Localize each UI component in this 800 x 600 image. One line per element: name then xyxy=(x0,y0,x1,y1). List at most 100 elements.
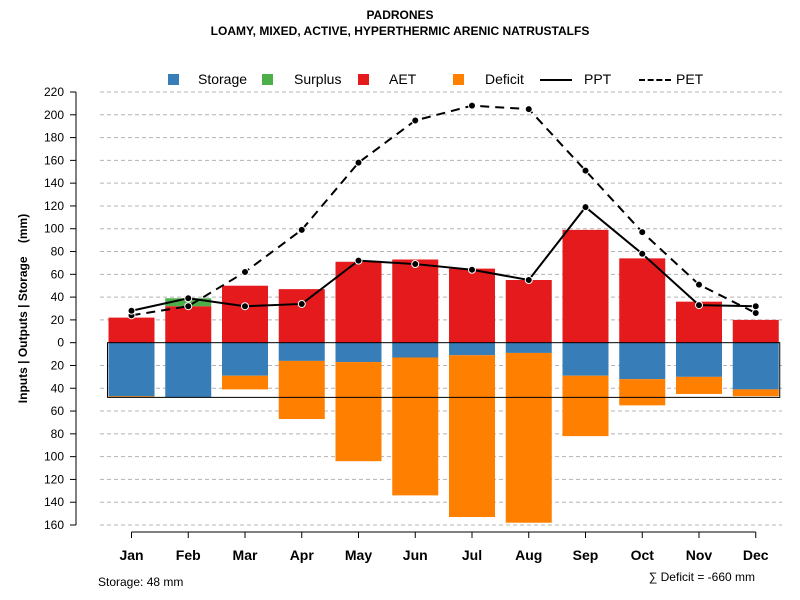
ppt-point-jan xyxy=(127,306,136,315)
y-tick-label: 100 xyxy=(44,450,64,464)
y-tick-label: 160 xyxy=(44,518,64,532)
pet-point-jul xyxy=(468,101,476,110)
ppt-point-feb xyxy=(184,294,193,303)
aet-bar-jul xyxy=(449,268,495,343)
legend-label-surplus: Surplus xyxy=(294,71,342,87)
y-tick-label: 200 xyxy=(44,108,64,122)
chart-title: PADRONES xyxy=(366,8,434,22)
deficit-note: ∑ Deficit = -660 mm xyxy=(648,570,755,584)
storage-bar-jul xyxy=(449,342,495,356)
legend-label-aet: AET xyxy=(389,71,417,87)
gridlines xyxy=(100,91,782,526)
deficit-bar-jul xyxy=(449,355,495,518)
aet-bar-apr xyxy=(278,289,325,343)
x-tick-label: Feb xyxy=(176,547,201,563)
legend-line-pet xyxy=(639,79,671,81)
deficit-bar-aug xyxy=(505,352,552,523)
storage-frame xyxy=(107,342,781,398)
pet-point-may xyxy=(354,158,363,167)
deficit-bar-may xyxy=(335,362,382,462)
ppt-point-jul xyxy=(468,265,476,274)
aet-bar-jun xyxy=(392,259,439,343)
aet-bar-dec xyxy=(732,319,779,343)
x-tick-label: Mar xyxy=(233,547,258,563)
ppt-point-jun xyxy=(411,260,420,269)
aet-bar-oct xyxy=(619,258,666,343)
deficit-bar-jan xyxy=(108,396,155,398)
legend-label-ppt: PPT xyxy=(584,71,612,87)
storage-bar-sep xyxy=(562,342,609,376)
pet-point-oct xyxy=(638,228,647,237)
legend-line-ppt xyxy=(540,79,572,81)
pet-point-feb xyxy=(184,302,193,311)
deficit-bar-jun xyxy=(392,357,439,496)
x-tick-label: Apr xyxy=(290,547,315,563)
deficit-bar-oct xyxy=(619,379,666,406)
pet-point-nov xyxy=(695,280,703,289)
y-axis: 2202001801601401201008060402002040608010… xyxy=(44,85,77,532)
pet-point-aug xyxy=(524,105,533,114)
deficit-bar-dec xyxy=(732,389,779,397)
aet-bar-may xyxy=(335,261,382,343)
y-tick-label: 20 xyxy=(51,358,65,372)
ppt-line xyxy=(131,205,756,312)
y-tick-label: 40 xyxy=(51,381,65,395)
legend-label-deficit: Deficit xyxy=(485,71,524,87)
x-tick-label: Jun xyxy=(403,547,428,563)
pet-point-dec xyxy=(751,309,760,318)
x-tick-label: Jan xyxy=(119,547,143,563)
storage-bar-mar xyxy=(222,342,268,376)
legend-swatch-storage xyxy=(168,74,179,85)
y-tick-label: 160 xyxy=(44,153,64,167)
aet-bar-aug xyxy=(505,280,552,343)
x-tick-label: Oct xyxy=(631,547,655,563)
legend-label-pet: PET xyxy=(676,71,704,87)
storage-bar-feb xyxy=(165,342,212,398)
deficit-bar-apr xyxy=(278,360,325,420)
lines-layer xyxy=(127,101,760,320)
y-tick-label: 140 xyxy=(44,495,64,509)
ppt-point-may xyxy=(354,256,363,265)
ppt-point-sep xyxy=(581,203,590,212)
y-tick-label: 80 xyxy=(51,427,65,441)
deficit-bar-nov xyxy=(676,376,722,394)
y-tick-label: 120 xyxy=(44,199,64,213)
storage-bar-oct xyxy=(619,342,666,380)
storage-bar-dec xyxy=(732,342,779,390)
ppt-point-dec xyxy=(751,302,760,311)
storage-note: Storage: 48 mm xyxy=(98,575,184,589)
y-tick-label: 60 xyxy=(51,267,65,281)
pet-line xyxy=(131,104,757,317)
storage-bar-nov xyxy=(676,342,722,377)
storage-bar-jun xyxy=(392,342,439,358)
aet-bar-jan xyxy=(108,317,155,343)
legend-swatch-surplus xyxy=(262,74,273,85)
ppt-point-aug xyxy=(524,276,533,285)
y-tick-label: 40 xyxy=(51,290,65,304)
pet-point-sep xyxy=(581,166,590,175)
y-axis-label: Inputs | Outputs | Storage (mm) xyxy=(16,214,30,403)
legend-label-storage: Storage xyxy=(198,71,248,87)
pet-point-jun xyxy=(411,116,420,125)
y-tick-label: 20 xyxy=(51,313,65,327)
storage-bar-aug xyxy=(505,342,552,353)
ppt-point-apr xyxy=(297,299,306,308)
x-axis: Jan Feb Mar Apr May Jun Jul Aug Sep Oct Nov Dec xyxy=(119,531,769,563)
storage-bar-jan xyxy=(108,342,155,397)
x-tick-label: Jul xyxy=(462,547,482,563)
y-tick-label: 140 xyxy=(44,176,64,190)
x-tick-label: Sep xyxy=(573,547,599,563)
aet-bar-feb xyxy=(165,306,212,343)
bars-layer xyxy=(108,229,779,523)
y-tick-label: 100 xyxy=(44,222,64,236)
chart-subtitle: LOAMY, MIXED, ACTIVE, HYPERTHERMIC ARENI… xyxy=(210,24,590,38)
ppt-point-mar xyxy=(241,302,249,311)
y-tick-label: 60 xyxy=(51,404,65,418)
ppt-point-nov xyxy=(695,301,703,310)
ppt-point-oct xyxy=(638,249,647,258)
deficit-bar-mar xyxy=(222,375,268,390)
deficit-bar-sep xyxy=(562,375,609,437)
pet-point-mar xyxy=(241,268,249,277)
storage-bar-may xyxy=(335,342,382,363)
aet-bar-mar xyxy=(222,285,268,343)
